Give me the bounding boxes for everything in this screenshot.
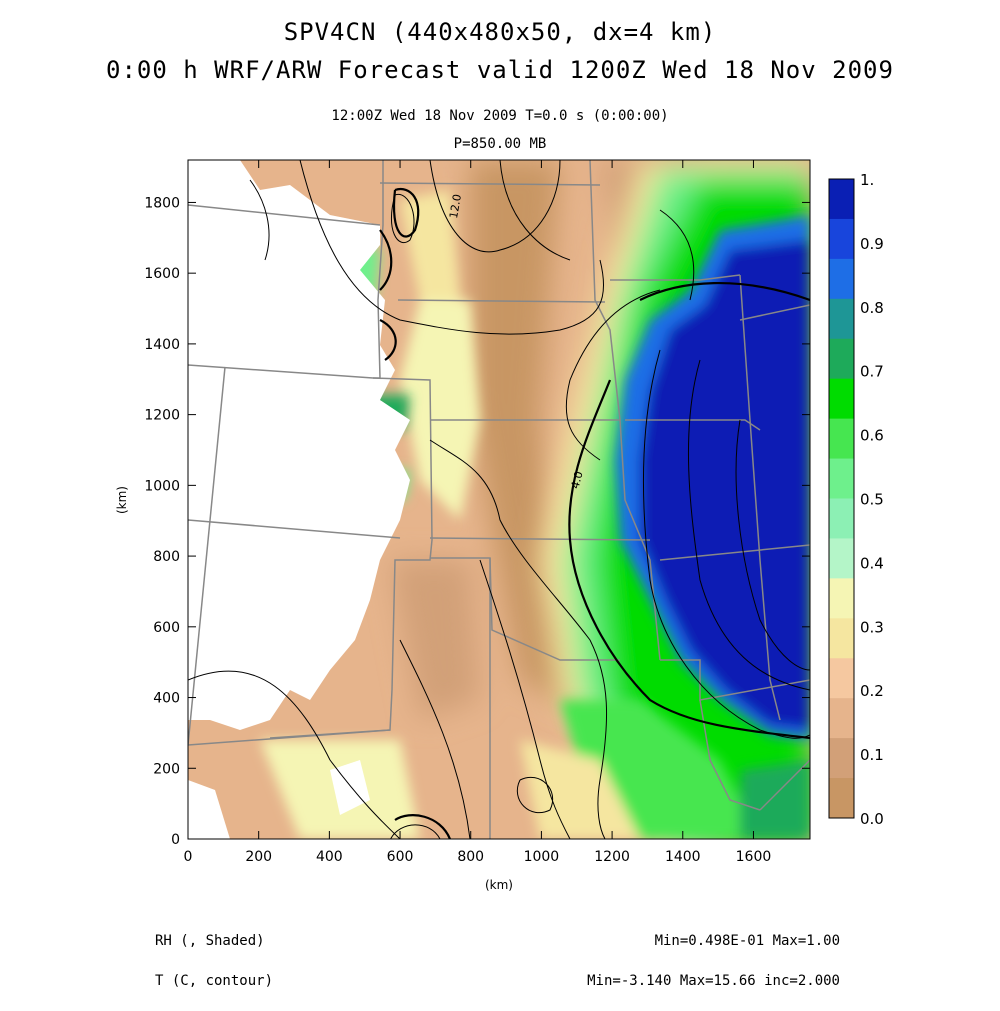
y-tick-label: 200 xyxy=(153,761,180,777)
x-tick-label: 1600 xyxy=(736,849,772,865)
temperature-min-max: Min=-3.140 Max=15.66 inc=2.000 xyxy=(587,973,840,989)
x-tick-label: 600 xyxy=(387,849,414,865)
rh-shaded-field xyxy=(188,160,810,839)
y-tick-label: 400 xyxy=(153,691,180,707)
valid-time-subtitle: 12:00Z Wed 18 Nov 2009 T=0.0 s (0:00:00) xyxy=(331,108,669,124)
x-tick-label: 800 xyxy=(457,849,484,865)
y-tick-label: 1400 xyxy=(144,337,180,353)
y-axis: 0 200 400 600 800 1000 1200 1400 1600 1800 xyxy=(144,195,810,848)
x-tick-label: 400 xyxy=(316,849,343,865)
colorbar-swatch xyxy=(829,218,854,260)
map-title-line1: SPV4CN (440x480x50, dx=4 km) xyxy=(283,18,717,46)
x-tick-label: 1400 xyxy=(665,849,701,865)
x-tick-label: 0 xyxy=(184,849,193,865)
footer-left: RH (, Shaded) T (C, contour) xyxy=(155,911,273,1011)
colorbar-label: 0.6 xyxy=(860,427,884,445)
contour-label-12: 12.0 xyxy=(447,193,464,219)
colorbar-label: 0.5 xyxy=(860,491,884,509)
colorbar-label: 0.2 xyxy=(860,682,884,700)
colorbar-swatch xyxy=(829,618,854,659)
rh-min-max: Min=0.498E-01 Max=1.00 xyxy=(654,933,840,949)
colorbar-frame xyxy=(828,178,855,819)
map-title-line2: 0:00 h WRF/ARW Forecast valid 1200Z Wed … xyxy=(106,56,894,84)
x-axis-label: (km) xyxy=(485,878,513,892)
colorbar: 1. 0.9 0.8 0.7 0.6 0.5 0.4 0.3 0.2 0.1 0.0 xyxy=(828,171,884,828)
contour-label-4: 4.0 xyxy=(569,470,586,490)
x-tick-label: 1200 xyxy=(594,849,630,865)
colorbar-swatch xyxy=(829,698,854,739)
y-tick-label: 1600 xyxy=(144,266,180,282)
x-tick-label: 1000 xyxy=(524,849,560,865)
colorbar-label: 0.0 xyxy=(860,810,884,828)
colorbar-swatch xyxy=(829,179,854,220)
colorbar-label: 0.4 xyxy=(860,554,884,572)
y-tick-label: 800 xyxy=(153,549,180,565)
colorbar-swatch xyxy=(829,418,854,460)
colorbar-swatch xyxy=(829,298,854,340)
x-tick-label: 200 xyxy=(245,849,272,865)
y-tick-label: 600 xyxy=(153,620,180,636)
colorbar-label: 0.9 xyxy=(860,235,884,253)
colorbar-swatch xyxy=(829,258,854,300)
colorbar-label: 0.3 xyxy=(860,618,884,636)
colorbar-swatch xyxy=(829,338,854,380)
x-axis: 0 200 400 600 800 1000 1200 1400 1600 xyxy=(184,160,772,865)
colorbar-swatch xyxy=(829,738,854,779)
y-tick-label: 0 xyxy=(171,832,180,848)
rh-field-legend: RH (, Shaded) xyxy=(155,933,265,949)
colorbar-label: 1. xyxy=(860,171,874,189)
colorbar-swatch xyxy=(829,778,854,819)
colorbar-swatch xyxy=(829,458,854,499)
colorbar-swatch xyxy=(829,578,854,619)
colorbar-label: 0.8 xyxy=(860,299,884,317)
colorbar-label: 0.1 xyxy=(860,746,884,764)
temperature-field-legend: T (C, contour) xyxy=(155,973,274,989)
colorbar-swatch xyxy=(829,378,854,420)
y-tick-label: 1800 xyxy=(144,195,180,211)
y-tick-label: 1200 xyxy=(144,408,180,424)
y-tick-label: 1000 xyxy=(144,478,180,494)
colorbar-swatch xyxy=(829,538,854,579)
y-axis-label: (km) xyxy=(115,486,129,514)
plot-frame xyxy=(187,159,811,840)
colorbar-swatch xyxy=(829,498,854,539)
pressure-level-subtitle: P=850.00 MB xyxy=(453,136,547,152)
colorbar-swatch xyxy=(829,658,854,699)
footer-right: Min=0.498E-01 Max=1.00 Min=-3.140 Max=15… xyxy=(587,911,840,1011)
colorbar-label: 0.7 xyxy=(860,363,884,381)
